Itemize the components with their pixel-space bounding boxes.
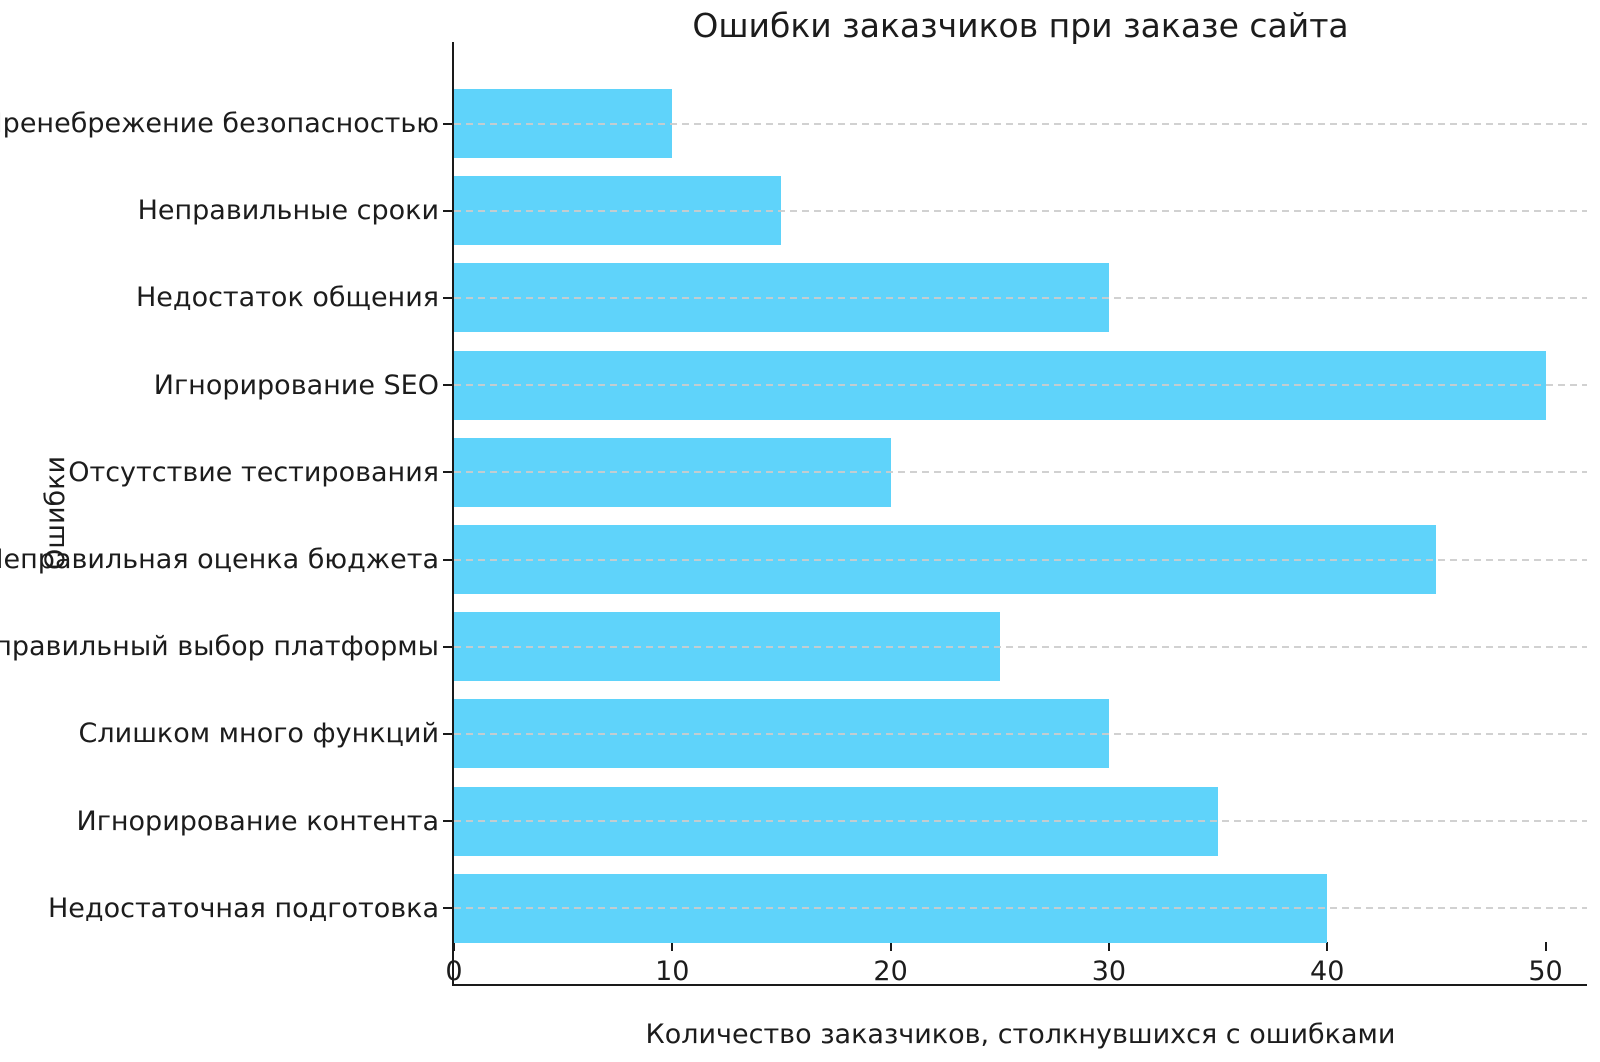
plot-area: Пренебрежение безопасностью Неправильные … <box>0 42 1587 986</box>
x-axis-title: Количество заказчиков, столкнувшихся с о… <box>645 1019 1396 1050</box>
y-tick-label: Пренебрежение безопасностью <box>0 108 439 139</box>
y-tick-mark <box>443 122 452 125</box>
gridline <box>454 209 1587 212</box>
gridline <box>454 732 1587 735</box>
gridline <box>454 558 1587 561</box>
y-tick-label: Недостаток общения <box>135 282 439 314</box>
y-tick-mark <box>443 209 452 212</box>
y-tick-label: Игнорирование SEO <box>153 369 439 401</box>
gridline <box>454 296 1587 299</box>
y-tick-mark <box>443 558 452 561</box>
x-tick-mark <box>1326 942 1329 951</box>
x-tick-label: 40 <box>1310 956 1345 987</box>
y-tick-label: Слишком много функций <box>78 718 439 750</box>
x-tick-label: 50 <box>1528 956 1563 987</box>
gridline <box>454 820 1587 823</box>
y-tick-label: Игнорирование контента <box>76 805 440 837</box>
y-tick-mark <box>443 471 452 474</box>
x-tick-mark <box>671 942 674 951</box>
x-tick-label: 30 <box>1091 956 1127 987</box>
y-tick-mark <box>443 820 452 823</box>
gridline <box>454 907 1587 910</box>
y-tick-label: Неправильные сроки <box>137 195 439 227</box>
gridline <box>454 645 1587 648</box>
x-tick-label: 0 <box>445 956 463 987</box>
y-axis-title: Ошибки <box>40 455 72 571</box>
y-tick-mark <box>443 645 452 648</box>
y-tick-mark <box>443 732 452 735</box>
x-tick-mark <box>1544 942 1547 951</box>
y-tick-mark <box>443 907 452 910</box>
gridline <box>454 471 1587 474</box>
x-tick-label: 10 <box>655 956 690 987</box>
y-tick-mark <box>443 296 452 299</box>
y-tick-mark <box>443 384 452 387</box>
y-tick-label: Отсутствие тестирования <box>68 456 439 488</box>
x-tick-mark <box>1107 942 1110 951</box>
chart-title: Ошибки заказчиков при заказе сайта <box>692 6 1349 45</box>
gridline <box>454 384 1587 387</box>
y-tick-label: Неправильная оценка бюджета <box>0 544 439 575</box>
x-tick-mark <box>889 942 892 951</box>
gridline <box>454 122 1587 125</box>
y-tick-label: Недостаточная подготовка <box>48 892 439 924</box>
x-tick-label: 20 <box>873 956 908 987</box>
x-tick-mark <box>453 942 455 951</box>
y-tick-label: Неправильный выбор платформы <box>0 631 439 663</box>
